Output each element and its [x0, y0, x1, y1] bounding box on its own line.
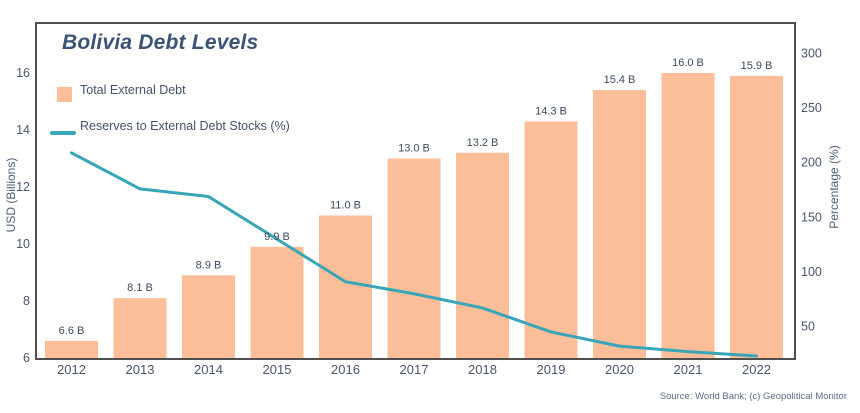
right-tick-50: 50	[801, 320, 815, 334]
bar-label-2013: 8.1 B	[127, 282, 153, 294]
bar-label-2021: 16.0 B	[672, 57, 704, 69]
bar-2013	[113, 298, 167, 359]
reserves-line	[70, 151, 758, 358]
right-tick-100: 100	[801, 265, 822, 279]
x-tick-2012: 2012	[57, 362, 86, 377]
x-tick-2021: 2021	[674, 362, 703, 377]
x-tick-2015: 2015	[263, 362, 292, 377]
left-tick-12: 12	[16, 180, 30, 194]
plot-frame	[35, 22, 796, 360]
legend-line-swatch	[50, 131, 76, 135]
bar-label-2018: 13.2 B	[467, 137, 499, 149]
bar-label-2016: 11.0 B	[330, 200, 361, 212]
legend-bar-swatch	[57, 87, 72, 102]
bar-2012	[45, 340, 98, 359]
x-tick-2022: 2022	[742, 362, 771, 377]
chart-title: Bolivia Debt Levels	[62, 31, 259, 54]
bar-2015	[250, 246, 304, 359]
bar-label-2019: 14.3 B	[535, 105, 567, 117]
right-tick-300: 300	[801, 47, 822, 61]
x-tick-2016: 2016	[331, 362, 360, 377]
right-tick-250: 250	[801, 101, 822, 115]
legend-label-total-external-debt: Total External Debt	[80, 83, 186, 97]
x-tick-2017: 2017	[400, 362, 429, 377]
left-tick-10: 10	[16, 237, 30, 251]
right-tick-150: 150	[801, 210, 822, 224]
bar-2021	[661, 73, 715, 359]
bar-label-2012: 6.6 B	[59, 325, 85, 337]
bar-2018	[456, 152, 509, 359]
bar-label-2014: 8.9 B	[196, 259, 222, 271]
left-tick-14: 14	[16, 123, 30, 137]
left-tick-6: 6	[23, 351, 30, 365]
bar-label-2020: 15.4 B	[604, 74, 636, 86]
bar-2022	[730, 75, 783, 359]
right-tick-200: 200	[801, 156, 822, 170]
x-tick-2019: 2019	[537, 362, 566, 377]
bar-2014	[182, 275, 235, 359]
bar-label-2015: 9.9 B	[264, 231, 290, 243]
bar-label-2022: 15.9 B	[741, 60, 773, 72]
left-tick-8: 8	[23, 294, 30, 308]
bar-label-2017: 13.0 B	[398, 143, 430, 155]
bar-2020	[593, 90, 646, 359]
bar-2016	[319, 215, 372, 359]
x-tick-2020: 2020	[605, 362, 634, 377]
legend-label-reserves-ratio: Reserves to External Debt Stocks (%)	[80, 119, 290, 133]
x-tick-2014: 2014	[194, 362, 223, 377]
source-note: Source: World Bank; (c) Geopolitical Mon…	[659, 391, 847, 402]
x-tick-2018: 2018	[468, 362, 497, 377]
x-tick-2013: 2013	[126, 362, 155, 377]
bar-2017	[387, 158, 441, 359]
left-tick-16: 16	[16, 66, 30, 80]
bar-2019	[524, 121, 578, 359]
